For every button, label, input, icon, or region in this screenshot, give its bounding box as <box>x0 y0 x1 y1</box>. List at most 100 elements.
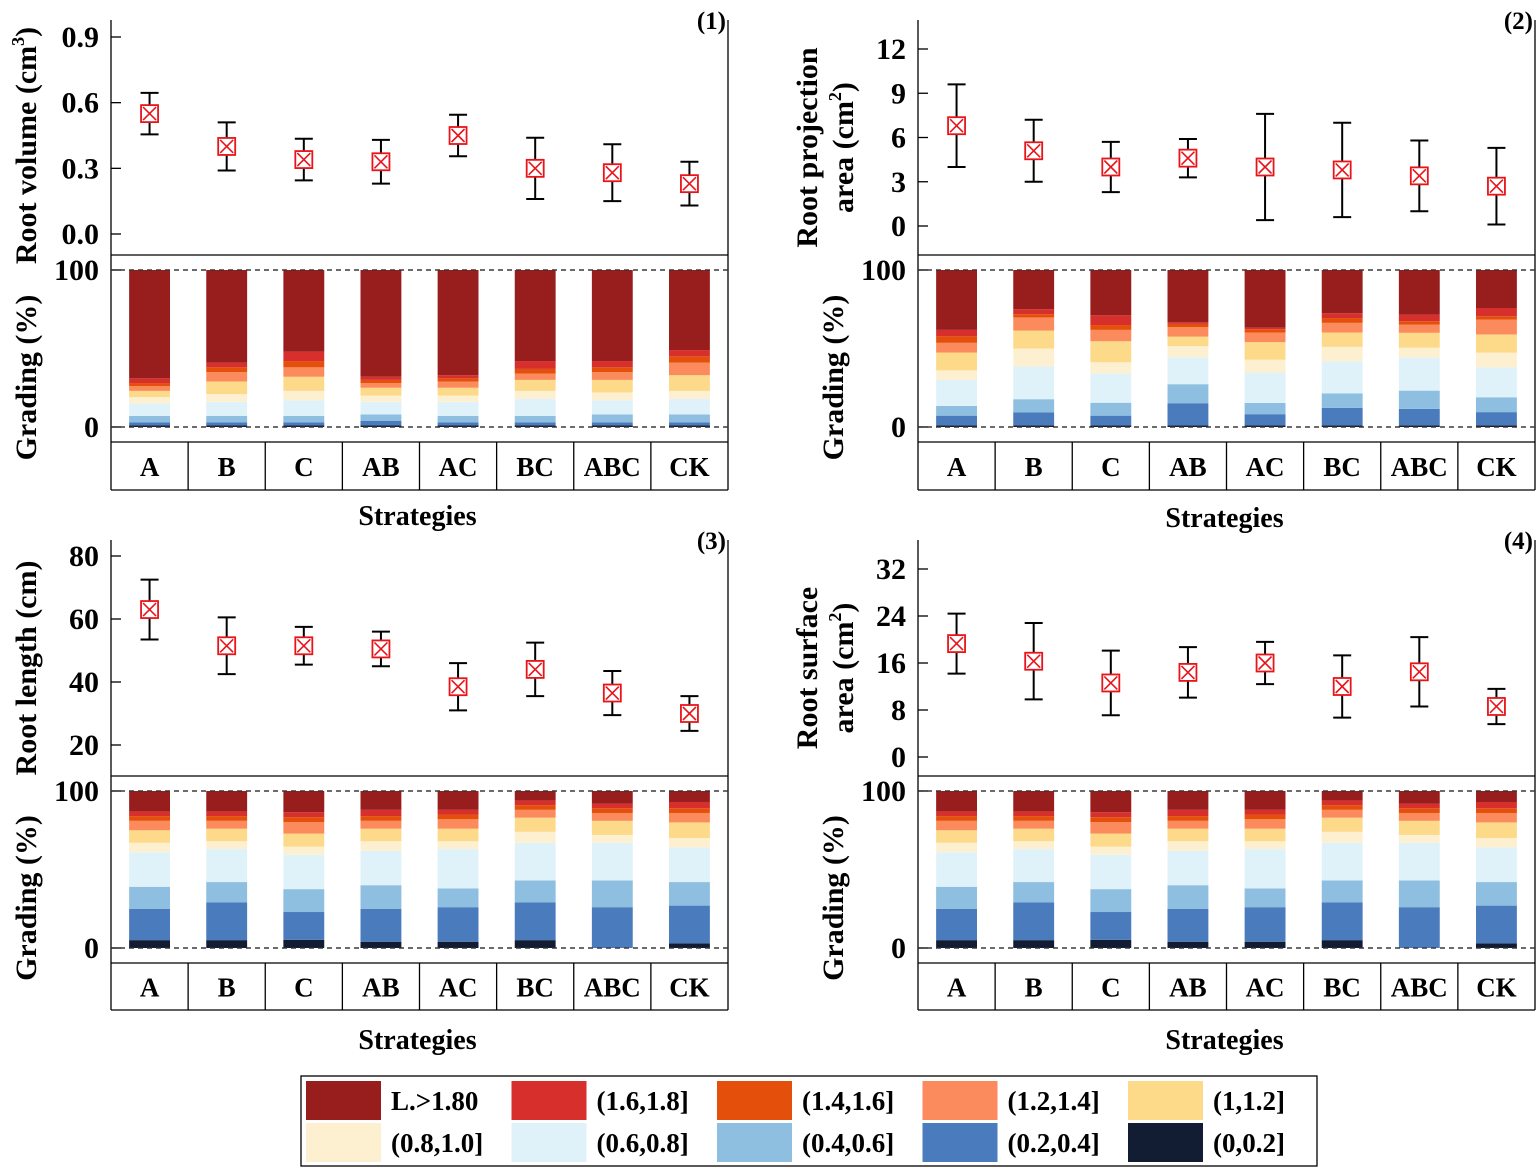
grading-bar-segment <box>1398 808 1440 813</box>
mean-marker-BC <box>525 158 545 178</box>
grading-bar-segment <box>1321 332 1363 347</box>
grading-bar-segment <box>514 416 556 423</box>
mean-marker-CK <box>1487 697 1506 716</box>
grading-bar-segment <box>591 842 633 881</box>
category-label: AC <box>1246 973 1285 1003</box>
grading-bar-segment <box>129 403 171 417</box>
grading-bar-segment <box>437 270 479 376</box>
grading-bar-segment <box>283 854 325 890</box>
grading-tick-label: 100 <box>861 254 906 287</box>
grading-bar-segment <box>1321 361 1363 394</box>
grading-bar-segment <box>1090 415 1132 426</box>
grading-bar-segment <box>1398 270 1440 315</box>
y-tick-label: 8 <box>891 694 906 727</box>
category-label: BC <box>516 973 554 1003</box>
grading-bar-segment <box>591 907 633 948</box>
grading-bar-segment <box>936 415 978 426</box>
y-axis-title: area (cm2) <box>825 82 860 213</box>
category-label: B <box>218 973 236 1003</box>
grading-bar-segment <box>1398 390 1440 409</box>
grading-bar-segment <box>1475 838 1517 848</box>
grading-bar-segment <box>668 808 710 813</box>
grading-bar-segment <box>1244 329 1286 333</box>
grading-bar-segment <box>668 838 710 848</box>
grading-bar-segment <box>668 822 710 839</box>
grading-bar-segment <box>1244 332 1286 343</box>
grading-bar-segment <box>1013 348 1055 367</box>
grading-bar-segment <box>1013 314 1055 318</box>
grading-bar-segment <box>360 908 402 942</box>
grading-bar-segment <box>668 350 710 357</box>
grading-bar-segment <box>206 882 248 903</box>
mean-marker-ABC <box>1409 166 1429 186</box>
category-label: AC <box>439 452 478 482</box>
grading-axis-title: Grading (%) <box>817 815 850 981</box>
mean-marker-AB <box>371 152 391 172</box>
legend-swatch <box>306 1081 381 1120</box>
category-label: B <box>218 452 236 482</box>
grading-bar-segment <box>1321 817 1363 832</box>
grading-bar-segment <box>1013 791 1055 812</box>
grading-bar-segment <box>206 828 248 842</box>
grading-bar-segment <box>1244 809 1286 815</box>
y-tick-label: 80 <box>69 540 99 573</box>
grading-bar-segment <box>129 422 171 426</box>
grading-bar-segment <box>1090 833 1132 847</box>
grading-bar-segment <box>514 368 556 374</box>
grading-bar-segment <box>1398 820 1440 835</box>
grading-bar-segment <box>360 376 402 380</box>
grading-bar-segment <box>936 820 978 831</box>
grading-bar-segment <box>206 422 248 426</box>
grading-bar-segment <box>936 342 978 353</box>
grading-bar-segment <box>1013 828 1055 842</box>
grading-bar-segment <box>206 841 248 850</box>
grading-bar-segment <box>1398 425 1440 427</box>
mean-marker-BC <box>1332 160 1352 180</box>
grading-bar-segment <box>206 816 248 821</box>
grading-bar-segment <box>206 381 248 395</box>
legend-label: (0.8,1.0] <box>391 1128 483 1158</box>
grading-bar-segment <box>1398 332 1440 348</box>
grading-bar-segment <box>514 379 556 391</box>
legend-swatch <box>717 1123 792 1162</box>
grading-bar-segment <box>936 405 978 416</box>
y-axis-title: Root length (cm) <box>10 561 43 776</box>
grading-bar-segment <box>1475 319 1517 335</box>
grading-bar-segment <box>1398 791 1440 804</box>
mean-marker-B <box>1024 141 1044 161</box>
grading-bar-segment <box>591 422 633 426</box>
grading-bar-segment <box>936 908 978 941</box>
grading-bar-segment <box>1013 309 1055 315</box>
grading-bar-segment <box>437 395 479 402</box>
mean-marker-ABC <box>602 683 622 703</box>
grading-bar-segment <box>283 416 325 423</box>
grading-bar-segment <box>1090 812 1132 818</box>
grading-bar-segment <box>936 842 978 853</box>
grading-bar-segment <box>1167 885 1209 909</box>
grading-bar-segment <box>206 940 248 948</box>
grading-bar-segment <box>591 425 633 427</box>
grading-bar-segment <box>1475 270 1517 309</box>
grading-bar-segment <box>1321 407 1363 426</box>
mean-marker-AB <box>1178 663 1198 682</box>
grading-bar-segment <box>1398 842 1440 881</box>
grading-bar-segment <box>936 270 978 330</box>
grading-bar-segment <box>1090 329 1132 342</box>
grading-bar-segment <box>1090 402 1132 416</box>
category-label: BC <box>1323 452 1361 482</box>
legend-item: (1.6,1.8] <box>511 1081 689 1120</box>
category-label: AC <box>1246 452 1285 482</box>
grading-bar-segment <box>129 791 171 812</box>
grading-bar-segment <box>1321 346 1363 362</box>
grading-bar-segment <box>360 387 402 396</box>
grading-bar-segment <box>591 834 633 843</box>
grading-bar-segment <box>1475 847 1517 883</box>
x-axis-title: Strategies <box>358 501 476 532</box>
category-label: AB <box>362 452 400 482</box>
grading-bar-segment <box>1244 342 1286 360</box>
grading-bar-segment <box>514 373 556 380</box>
grading-bar-segment <box>283 833 325 847</box>
mean-marker-CK <box>680 174 699 194</box>
grading-bar-segment <box>1244 414 1286 426</box>
